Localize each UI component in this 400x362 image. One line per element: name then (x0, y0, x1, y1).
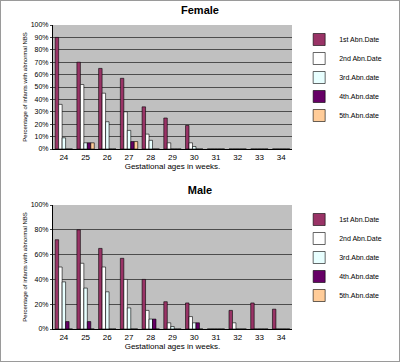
svg-text:34: 34 (277, 153, 286, 162)
svg-text:2nd Abn.Date: 2nd Abn.Date (339, 235, 382, 242)
svg-text:27: 27 (125, 333, 134, 342)
svg-text:60%: 60% (35, 251, 49, 258)
svg-text:0%: 0% (38, 325, 48, 332)
svg-text:4th.Abn.date: 4th.Abn.date (339, 273, 379, 280)
svg-text:50%: 50% (35, 83, 49, 90)
svg-text:29: 29 (168, 333, 177, 342)
svg-text:28: 28 (146, 153, 155, 162)
svg-text:26: 26 (103, 333, 112, 342)
svg-text:10%: 10% (35, 133, 49, 140)
svg-text:20%: 20% (35, 121, 49, 128)
svg-text:Male: Male (188, 184, 212, 196)
svg-text:60%: 60% (35, 71, 49, 78)
svg-text:30%: 30% (35, 108, 49, 115)
svg-text:2nd Abn.Date: 2nd Abn.Date (339, 55, 382, 62)
svg-text:100%: 100% (31, 21, 49, 28)
svg-text:0%: 0% (38, 145, 48, 152)
svg-text:32: 32 (233, 153, 242, 162)
svg-text:24: 24 (59, 153, 68, 162)
svg-text:1st Abn.Date: 1st Abn.Date (339, 36, 379, 43)
svg-text:1st Abn.Date: 1st Abn.Date (339, 216, 379, 223)
svg-text:70%: 70% (35, 59, 49, 66)
svg-text:40%: 40% (35, 96, 49, 103)
svg-text:Female: Female (181, 4, 219, 16)
svg-text:29: 29 (168, 153, 177, 162)
svg-text:Gestational ages in weeks.: Gestational ages in weeks. (125, 342, 221, 351)
svg-text:24: 24 (59, 333, 68, 342)
svg-text:30: 30 (190, 153, 199, 162)
svg-text:80%: 80% (35, 226, 49, 233)
svg-text:33: 33 (255, 153, 264, 162)
svg-text:40%: 40% (35, 276, 49, 283)
svg-text:100%: 100% (31, 201, 49, 208)
svg-text:30: 30 (190, 333, 199, 342)
svg-text:80%: 80% (35, 46, 49, 53)
svg-text:3rd.Abn.date: 3rd.Abn.date (339, 254, 379, 261)
svg-text:26: 26 (103, 153, 112, 162)
svg-text:3rd.Abn.date: 3rd.Abn.date (339, 74, 379, 81)
svg-text:34: 34 (277, 333, 286, 342)
svg-text:Percentage of infants with abn: Percentage of infants with abnormal NBS (22, 32, 28, 142)
svg-text:4th.Abn.date: 4th.Abn.date (339, 93, 379, 100)
svg-text:Gestational ages in weeks.: Gestational ages in weeks. (125, 162, 221, 171)
svg-text:27: 27 (125, 153, 134, 162)
svg-text:Percentage of infants with abn: Percentage of infants with abnormal NBS (22, 212, 28, 322)
svg-text:25: 25 (81, 333, 90, 342)
svg-text:31: 31 (211, 333, 220, 342)
svg-text:5th.Abn.date: 5th.Abn.date (339, 112, 379, 119)
svg-text:20%: 20% (35, 301, 49, 308)
svg-text:5th.Abn.date: 5th.Abn.date (339, 292, 379, 299)
svg-text:31: 31 (211, 153, 220, 162)
svg-text:90%: 90% (35, 34, 49, 41)
svg-text:25: 25 (81, 153, 90, 162)
svg-text:33: 33 (255, 333, 264, 342)
svg-text:32: 32 (233, 333, 242, 342)
svg-text:28: 28 (146, 333, 155, 342)
